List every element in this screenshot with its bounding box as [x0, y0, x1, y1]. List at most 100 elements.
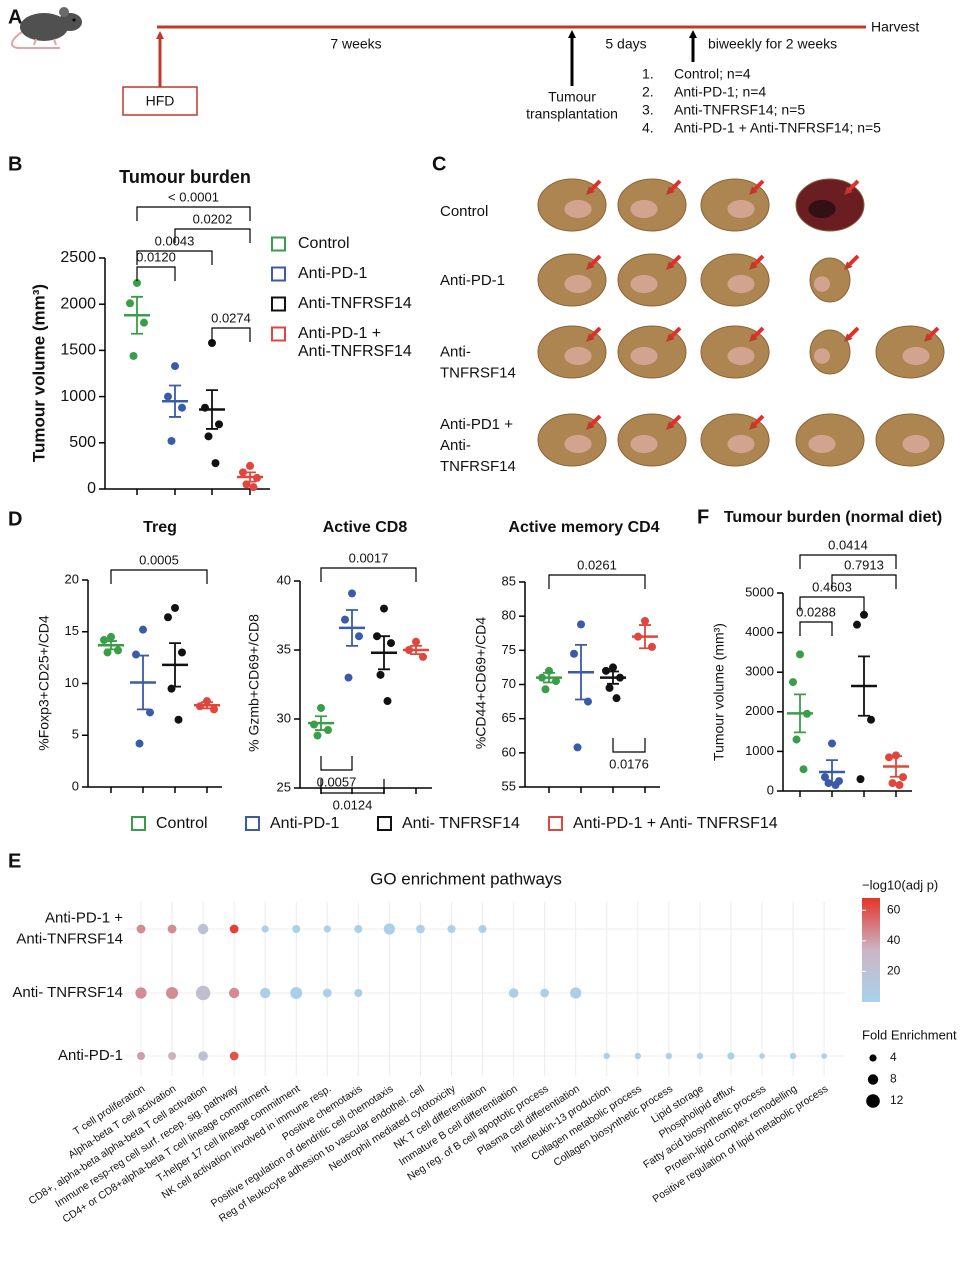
- mouse-eye: [72, 18, 76, 22]
- y-tick-label: 10: [65, 675, 79, 690]
- data-point: [888, 779, 897, 788]
- enrichment-dot: [727, 1052, 735, 1060]
- group-number: 1.: [642, 66, 654, 82]
- data-point: [129, 351, 138, 360]
- group-number: 2.: [642, 84, 654, 100]
- data-point: [796, 650, 804, 659]
- enrichment-dot: [540, 988, 550, 998]
- enrichment-dot: [759, 1053, 765, 1059]
- data-point: [821, 773, 829, 782]
- panel-label: C: [432, 153, 446, 175]
- red-arrow: [586, 179, 602, 195]
- tumour-nodule: [727, 199, 755, 219]
- tumour-nodule: [902, 434, 930, 454]
- panel-label: F: [697, 506, 709, 528]
- text-line: Anti-PD-1 +: [45, 909, 123, 926]
- tumour-nodule: [564, 434, 592, 454]
- hfd-label: HFD: [146, 93, 175, 109]
- enrichment-dot: [195, 985, 211, 1001]
- data-point: [107, 632, 115, 641]
- hfd-box: [122, 86, 198, 116]
- data-point: [376, 670, 385, 679]
- text-line: Anti-PD1 +: [440, 416, 513, 433]
- period-label: 7 weeks: [330, 36, 381, 52]
- enrichment-dot: [508, 988, 519, 998]
- panel-label: B: [8, 153, 22, 175]
- chart-title: GO enrichment pathways: [370, 869, 562, 888]
- enrichment-dot: [354, 925, 363, 933]
- red-arrow: [844, 254, 860, 270]
- red-arrow: [749, 179, 765, 195]
- enrichment-dot: [261, 925, 269, 933]
- p-value: 0.0288: [796, 604, 836, 619]
- data-point: [799, 765, 808, 774]
- row-label: Anti- TNFRSF14: [12, 984, 123, 1001]
- data-point: [348, 589, 356, 598]
- data-point: [140, 318, 148, 327]
- size-legend-dot: [866, 1094, 880, 1108]
- legend-label: Anti- TNFRSF14: [402, 815, 520, 832]
- data-point: [171, 362, 179, 371]
- mouse-tail: [11, 31, 60, 49]
- red-arrow: [586, 326, 602, 342]
- significance-bracket: [320, 756, 353, 771]
- y-axis-label: Tumour volume (mm³): [711, 623, 727, 761]
- enrichment-dot: [323, 925, 331, 933]
- tumour-nodule: [630, 274, 658, 294]
- significance-bracket: [110, 569, 208, 584]
- y-tick-label: 55: [502, 778, 516, 793]
- significance-bracket: [799, 554, 897, 569]
- legend-swatch: [131, 816, 146, 831]
- data-point: [171, 603, 179, 612]
- p-value: 0.7913: [844, 557, 884, 572]
- colorbar-tick-label: 60: [887, 902, 901, 916]
- red-arrow: [749, 254, 765, 270]
- data-point: [373, 632, 381, 641]
- size-legend-title: Fold Enrichment: [862, 1027, 957, 1042]
- legend-swatch: [271, 296, 286, 312]
- tumour-nodule: [564, 274, 592, 294]
- text-line: Anti-PD-1 +: [298, 325, 381, 342]
- mouse-ear: [59, 7, 69, 17]
- y-tick-label: 2000: [60, 295, 96, 312]
- data-point: [573, 743, 582, 752]
- legend-label: Anti-PD-1: [298, 265, 367, 282]
- text-line: TNFRSF14: [440, 364, 516, 381]
- data-point: [132, 650, 140, 659]
- enrichment-dot: [137, 1052, 145, 1060]
- red-arrow: [666, 254, 682, 270]
- period-label: 5 days: [605, 36, 646, 52]
- legend-swatch: [271, 326, 286, 342]
- chart-title: Tumour burden: [119, 167, 251, 187]
- data-point: [324, 726, 332, 735]
- y-tick-label: 5: [72, 727, 79, 742]
- data-point: [853, 620, 861, 629]
- text-line: TNFRSF14: [440, 458, 516, 475]
- colorbar-tick-label: 40: [887, 933, 901, 947]
- data-point: [641, 616, 649, 625]
- data-point: [126, 299, 134, 308]
- data-point: [789, 678, 797, 687]
- data-point: [383, 697, 392, 706]
- enrichment-dot: [322, 988, 332, 998]
- tumour-nodule: [727, 434, 755, 454]
- enrichment-dot: [354, 989, 363, 997]
- enrichment-dot: [603, 1052, 610, 1060]
- y-tick-label: 1500: [60, 342, 96, 359]
- red-arrow: [586, 254, 602, 270]
- significance-bracket: [136, 206, 251, 221]
- data-point: [210, 705, 218, 714]
- data-point: [577, 620, 585, 629]
- y-tick-label: 5000: [745, 584, 774, 599]
- y-axis-label: %CD44+CD69+/CD4: [473, 617, 489, 749]
- significance-bracket: [136, 250, 213, 265]
- red-arrow: [666, 414, 682, 430]
- data-point: [885, 753, 893, 762]
- data-point: [341, 615, 349, 624]
- p-value: 0.0005: [139, 552, 179, 567]
- data-point: [249, 483, 258, 492]
- y-tick-label: 40: [277, 572, 291, 587]
- legend-label: Anti-PD-1 + Anti- TNFRSF14: [573, 815, 778, 832]
- group-text: Anti-PD-1; n=4: [674, 84, 766, 100]
- period-label: biweekly for 2 weeks: [708, 36, 837, 52]
